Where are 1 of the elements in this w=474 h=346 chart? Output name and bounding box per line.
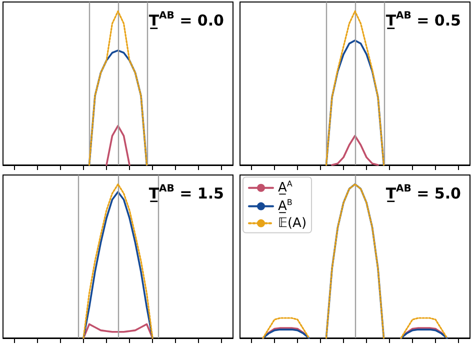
legend-label: 𝔼(A) [278, 216, 307, 231]
